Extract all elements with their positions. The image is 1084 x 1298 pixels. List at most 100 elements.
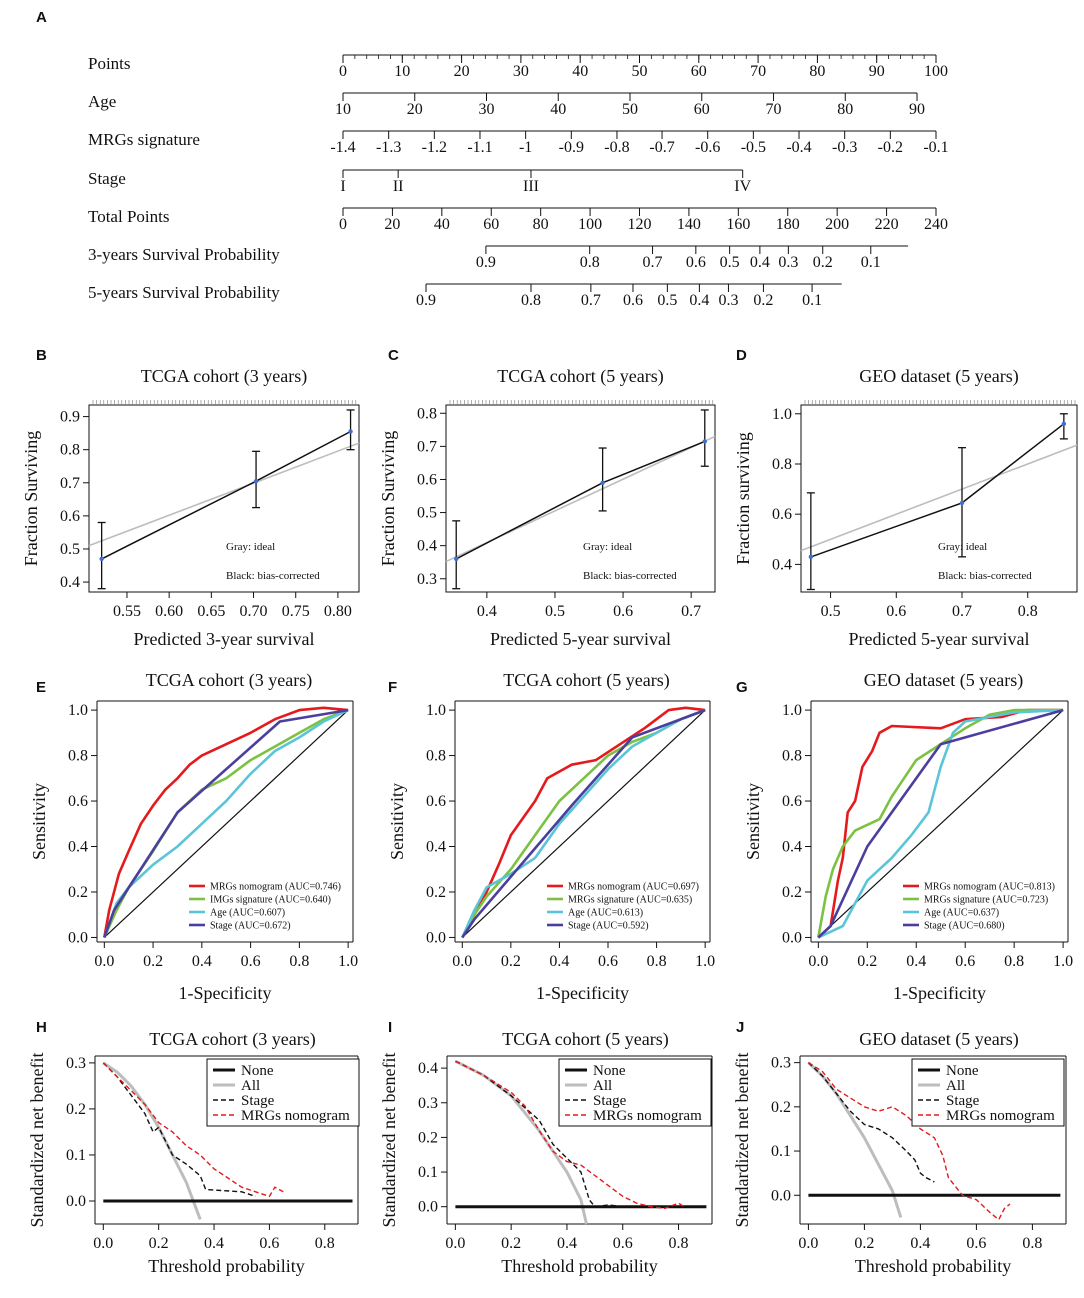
- nomogram-tick-label: 60: [691, 63, 707, 80]
- nomogram-row: 3-years Survival Probability 0.9 0.8 0.7 0.6…: [88, 245, 909, 271]
- nomogram-tick-label: -0.5: [741, 139, 766, 156]
- calibration-plot-b: TCGA cohort (3 years) 0.55 0.60 0.65 0.70 0.7…: [21, 366, 360, 649]
- nomogram-tick-label: 0.4: [750, 254, 770, 271]
- y-tick-label: 0.8: [782, 748, 802, 765]
- roc-curve: [103, 708, 349, 938]
- y-tick-label: 0.0: [782, 929, 802, 946]
- nomogram-tick-label: 40: [434, 216, 450, 233]
- nomogram-row-label: Points: [88, 54, 131, 73]
- roc-curve: [817, 708, 1064, 939]
- nomogram-row: Points 0 10 20 30 40 50 60 70 80 90 100: [88, 54, 948, 80]
- nomogram-tick-label: II: [393, 178, 404, 195]
- x-tick-label: 0.75: [282, 603, 310, 620]
- ideal-line: [88, 442, 360, 547]
- x-tick-label: 0.7: [952, 603, 972, 620]
- y-axis-label: Fraction Surviving: [378, 431, 398, 567]
- y-tick-label: 0.1: [66, 1147, 86, 1164]
- legend-bias-corrected: Black: bias-corrected: [583, 570, 677, 582]
- x-tick-label: 0.0: [93, 1235, 113, 1252]
- legend-ideal: Gray: ideal: [938, 541, 987, 553]
- x-tick-label: 1.0: [338, 953, 358, 970]
- dca-plot-i: TCGA cohort (5 years) 0.0 0.2 0.4 0.6 0.8 0.0 0…: [379, 1029, 713, 1276]
- x-tick-label: 1.0: [1053, 953, 1073, 970]
- nomogram-tick-label: -1.4: [330, 139, 355, 156]
- legend-ideal: Gray: ideal: [583, 541, 632, 553]
- x-axis-label: 1-Specificity: [893, 983, 986, 1003]
- x-tick-label: 0.0: [452, 953, 472, 970]
- x-tick-label: 0.8: [289, 953, 309, 970]
- y-tick-label: 1.0: [782, 702, 802, 719]
- nomogram-tick-label: 90: [869, 63, 885, 80]
- y-tick-label: 0.2: [66, 1101, 86, 1118]
- y-axis-label: Sensitivity: [743, 783, 763, 860]
- legend-label: MRGs nomogram: [593, 1108, 702, 1124]
- x-axis-label: 1-Specificity: [179, 983, 272, 1003]
- plot-frame: [445, 404, 716, 593]
- y-tick-label: 0.8: [772, 456, 792, 473]
- nomogram-tick-label: 90: [909, 101, 925, 118]
- panel-label-f: F: [388, 679, 397, 696]
- nomogram-tick-label: 0.1: [802, 292, 822, 309]
- y-tick-label: 0.7: [417, 438, 437, 455]
- roc-plot-f: TCGA cohort (5 years) 0.0 0.0 0.2 0.2 0.4 0.4 0…: [387, 670, 715, 1003]
- nomogram-tick-label: 70: [766, 101, 782, 118]
- chart-title: GEO dataset (5 years): [864, 670, 1023, 691]
- nomogram-tick-label: 120: [628, 216, 652, 233]
- y-tick-label: 0.4: [417, 538, 437, 555]
- y-axis-label: Sensitivity: [387, 783, 407, 860]
- y-tick-label: 0.2: [68, 884, 88, 901]
- y-tick-label: 0.3: [417, 571, 437, 588]
- x-tick-label: 1.0: [695, 953, 715, 970]
- chart-title: GEO dataset (5 years): [859, 1029, 1018, 1050]
- nomogram-tick-label: 30: [479, 101, 495, 118]
- x-tick-label: 0.8: [647, 953, 667, 970]
- x-axis-label: Predicted 5-year survival: [490, 629, 671, 649]
- nomogram-tick-label: 10: [394, 63, 410, 80]
- chart-title: GEO dataset (5 years): [859, 366, 1018, 387]
- legend: MRGs nomogram (AUC=0.697) MRGs signature …: [547, 882, 699, 932]
- x-tick-label: 0.80: [324, 603, 352, 620]
- legend-label: Stage (AUC=0.592): [568, 921, 649, 932]
- nomogram-tick-label: 0.2: [813, 254, 833, 271]
- roc-plot-g: GEO dataset (5 years) 0.0 0.0 0.2 0.2 0.4 0.4 0…: [743, 670, 1073, 1003]
- nomogram-tick-label: 30: [513, 63, 529, 80]
- data-point: [959, 500, 965, 506]
- nomogram-tick-label: 70: [750, 63, 766, 80]
- legend-label: All: [241, 1078, 260, 1094]
- x-tick-label: 0.6: [966, 1235, 986, 1252]
- all-curve: [102, 1061, 202, 1220]
- stage-curve: [102, 1062, 256, 1198]
- nomogram-tick-label: -1: [519, 139, 532, 156]
- y-tick-label: 0.0: [418, 1199, 438, 1216]
- chart-title: TCGA cohort (3 years): [149, 1029, 315, 1050]
- nomogram-row: Total Points 0 20 40 60 80 100 120 140 160 180 200 2…: [88, 207, 948, 233]
- legend-label: Age (AUC=0.637): [924, 908, 999, 919]
- legend-label: Stage: [946, 1093, 980, 1109]
- nomogram-row: 5-years Survival Probability 0.9 0.8 0.7 0.6…: [88, 283, 842, 309]
- y-tick-label: 0.3: [66, 1055, 86, 1072]
- nomogram-tick-label: 0.2: [753, 292, 773, 309]
- data-point: [702, 439, 707, 444]
- y-tick-label: 0.8: [417, 405, 437, 422]
- dca-plot-h: TCGA cohort (3 years) 0.0 0.2 0.4 0.6 0.8 0.0 0…: [27, 1029, 360, 1276]
- y-tick-label: 0.9: [60, 409, 80, 426]
- roc-curve: [103, 706, 349, 938]
- nomogram-tick-label: 80: [809, 63, 825, 80]
- calibration-plot-c: TCGA cohort (5 years) 0.4 0.5 0.6 0.7 0.3 0.4 0…: [378, 366, 716, 649]
- nomogram-tick-label: -1.1: [467, 139, 492, 156]
- nomogram-tick-label: -0.2: [878, 139, 903, 156]
- bias-corrected-line: [101, 430, 351, 560]
- all-curve: [454, 1059, 588, 1225]
- nomogram-tick-label: IV: [734, 178, 751, 195]
- chart-title: TCGA cohort (3 years): [146, 670, 312, 691]
- nomogram-tick-label: -0.7: [649, 139, 674, 156]
- nomogram-tick-label: 0.6: [686, 254, 706, 271]
- stage-curve: [807, 1062, 935, 1183]
- calibration-plot-d: GEO dataset (5 years) 0.5 0.6 0.7 0.8 0.4 0.6 0…: [733, 366, 1078, 649]
- diagonal-reference-line: [103, 709, 349, 938]
- legend-label: MRGs nomogram: [241, 1108, 350, 1124]
- nomogram-tick-label: 0.7: [643, 254, 663, 271]
- data-point: [253, 478, 259, 484]
